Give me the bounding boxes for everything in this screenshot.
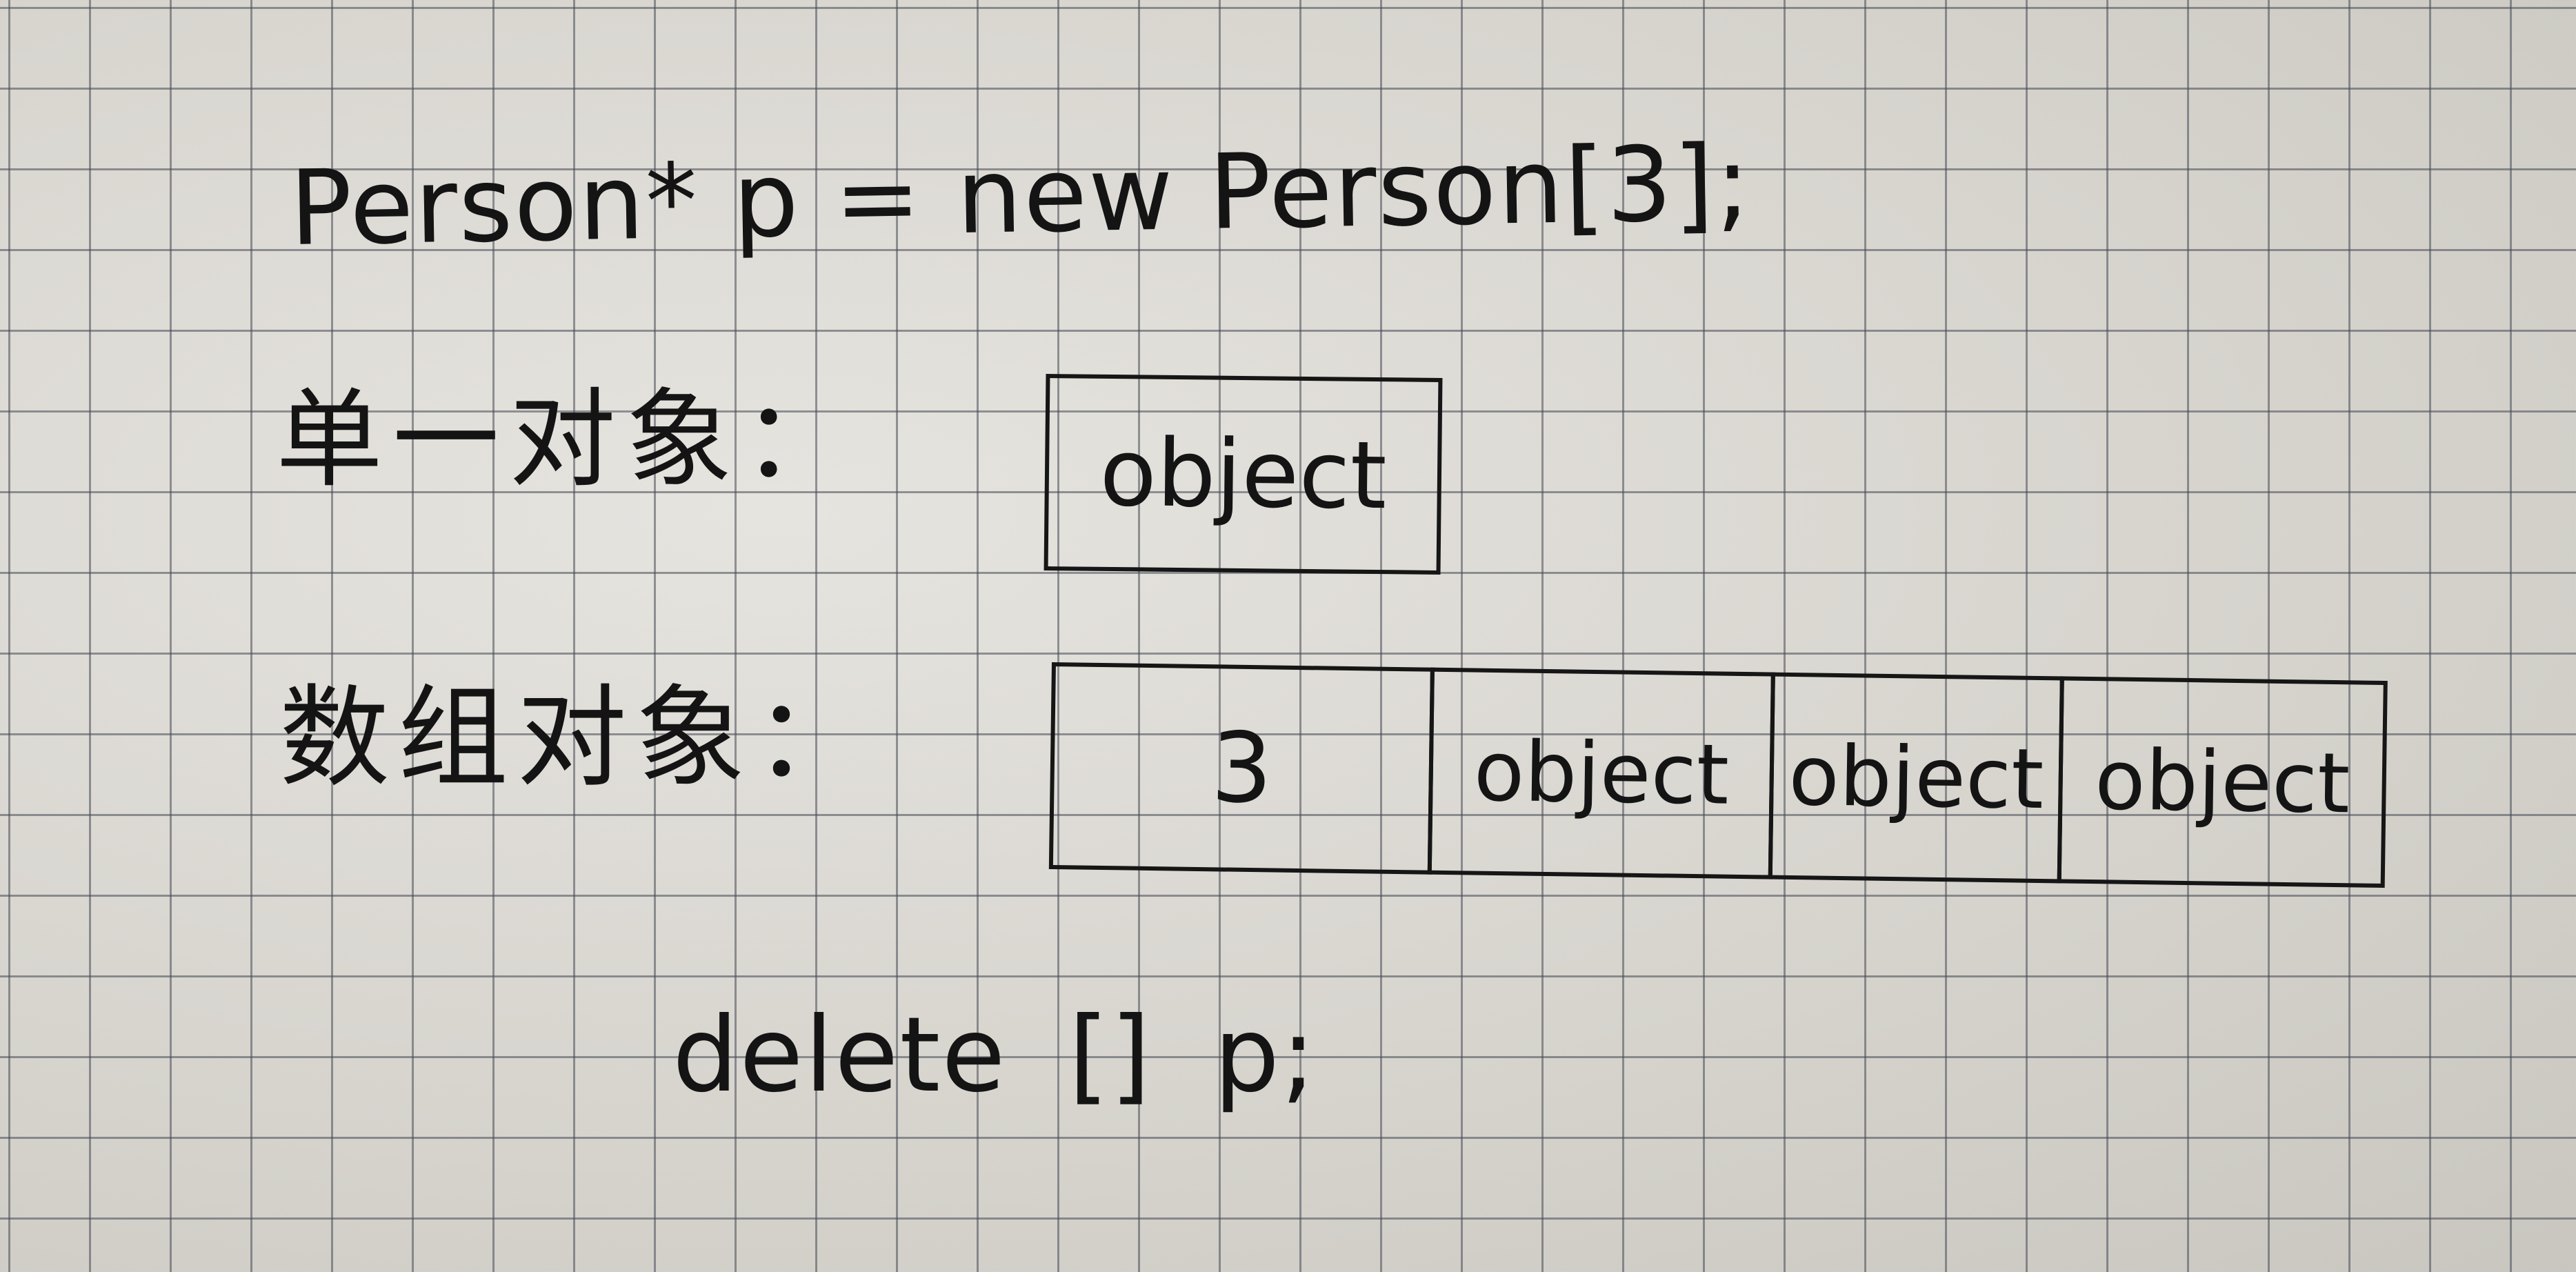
array-cell-object-2: object (1768, 672, 2064, 884)
single-object-box: object (1044, 373, 1443, 575)
array-cell-object-3: object (2057, 676, 2388, 888)
code-line-new-array: Person* p = new Person[3]; (288, 123, 1753, 269)
array-cell-count-text: 3 (1210, 711, 1274, 825)
array-cell-object-2-text: object (1788, 728, 2045, 828)
single-object-label: 单一对象： (276, 377, 859, 502)
array-cell-object-3-text: object (2094, 732, 2351, 832)
code-line-delete-array: delete [] p; (672, 995, 1317, 1115)
array-object-box: 3 object object object (1048, 662, 2576, 897)
array-object-label: 数组对象： (279, 673, 873, 802)
array-cell-object-1-text: object (1472, 724, 1730, 824)
single-object-box-text: object (1099, 418, 1388, 530)
array-cell-count: 3 (1048, 662, 1435, 875)
array-cell-object-1: object (1427, 667, 1775, 880)
